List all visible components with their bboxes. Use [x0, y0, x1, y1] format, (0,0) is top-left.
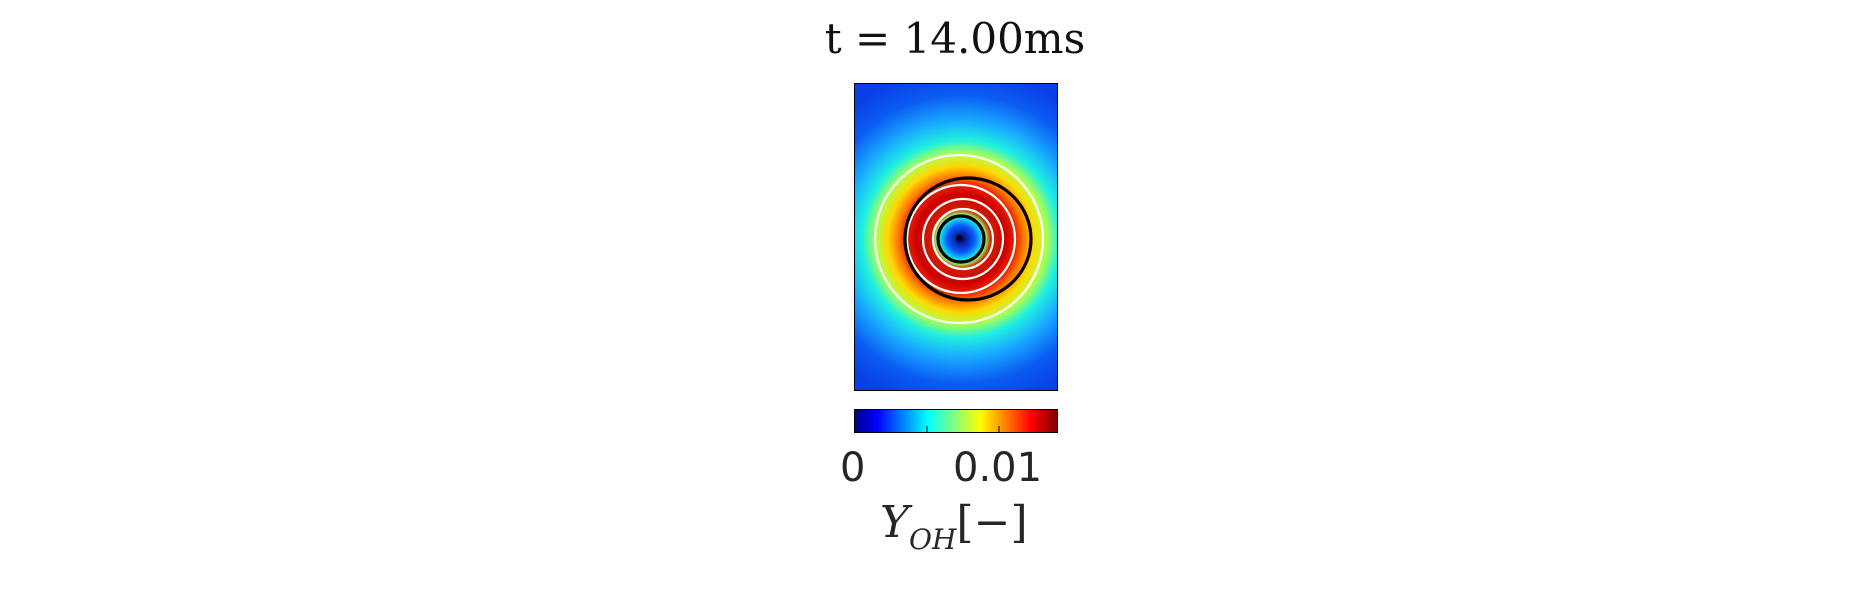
colorbar-label: YOH[−] [880, 497, 1028, 556]
core-dot [956, 235, 962, 241]
contour-white-3 [905, 183, 1017, 295]
colorbar-label-sub: OH [909, 523, 957, 556]
colorbar [854, 409, 1058, 433]
contour-white-outer [873, 153, 1045, 325]
contour-black-outer [903, 176, 1033, 302]
colorbar-label-unit: [−] [956, 497, 1028, 548]
colorbar-label-main: Y [880, 497, 910, 548]
heatmap-dark-band [855, 84, 1057, 390]
colorbar-tick-label: 0 [840, 445, 866, 491]
colorbar-gradient [855, 410, 1057, 432]
contour-white-1 [931, 207, 995, 271]
contour-black-inner [936, 214, 986, 264]
colorbar-tick-label: 0.01 [953, 445, 1043, 491]
chart-title: t = 14.00ms [824, 14, 1086, 63]
contour-white-2 [921, 197, 1005, 281]
heatmap-plot [854, 83, 1058, 391]
